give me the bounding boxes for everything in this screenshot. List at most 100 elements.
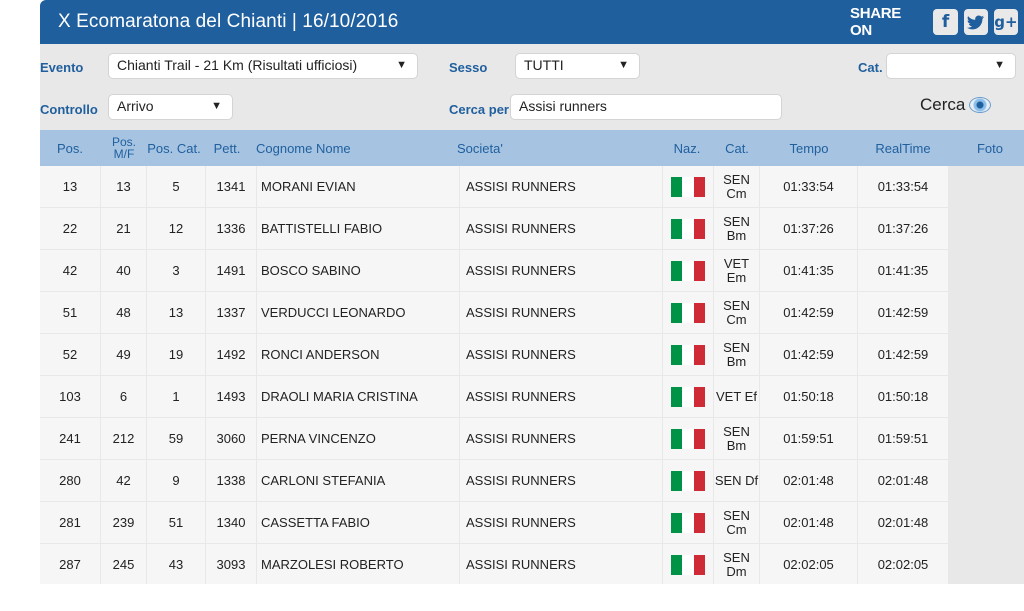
sesso-select[interactable]: TUTTI ▼ <box>515 53 640 79</box>
evento-label: Evento <box>40 60 84 75</box>
italy-flag-icon <box>663 292 713 333</box>
cell-pos: 103 <box>40 376 100 417</box>
cell-pos-mf: 21 <box>101 208 146 249</box>
cell-cat: SEN Df <box>714 460 759 501</box>
cell-pos-mf: 245 <box>101 544 146 585</box>
cell-societa: ASSISI RUNNERS <box>460 208 662 249</box>
table-row[interactable]: 241 212 59 3060 PERNA VINCENZO ASSISI RUNNERS… <box>40 418 948 460</box>
cell-nome: VERDUCCI LEONARDO <box>257 292 459 333</box>
table-row[interactable]: 280 42 9 1338 CARLONI STEFANIA ASSISI RUNNERS… <box>40 460 948 502</box>
filters-panel: Evento Chianti Trail - 21 Km (Risultati … <box>40 44 1024 130</box>
table-row[interactable]: 13 13 5 1341 MORANI EVIAN ASSISI RUNNERS SEN C… <box>40 166 948 208</box>
header-realtime[interactable]: RealTime <box>875 140 931 156</box>
cell-societa: ASSISI RUNNERS <box>460 166 662 207</box>
italy-flag-icon <box>663 502 713 543</box>
share-bar: SHARE ON f g+ <box>850 0 1024 44</box>
cell-nome: MORANI EVIAN <box>257 166 459 207</box>
header-naz[interactable]: Naz. <box>673 140 701 156</box>
chevron-down-icon: ▼ <box>211 100 222 112</box>
cell-nome: CARLONI STEFANIA <box>257 460 459 501</box>
cell-pett: 1338 <box>206 460 256 501</box>
controllo-label: Controllo <box>40 102 98 117</box>
cell-pos-mf: 239 <box>101 502 146 543</box>
cell-pett: 1493 <box>206 376 256 417</box>
cell-cat: SEN Dm <box>714 544 759 585</box>
italy-flag-icon <box>663 544 713 585</box>
cell-realtime: 01:42:59 <box>858 334 948 375</box>
cell-pos-cat: 59 <box>147 418 205 459</box>
cell-pos-cat: 43 <box>147 544 205 585</box>
table-row[interactable]: 103 6 1 1493 DRAOLI MARIA CRISTINA ASSISI RUN… <box>40 376 948 418</box>
cell-pos: 42 <box>40 250 100 291</box>
eye-icon <box>969 97 992 113</box>
cell-realtime: 01:33:54 <box>858 166 948 207</box>
evento-value: Chianti Trail - 21 Km (Risultati ufficio… <box>117 57 358 73</box>
cell-realtime: 02:02:05 <box>858 544 948 585</box>
cell-pos-cat: 1 <box>147 376 205 417</box>
cell-pos: 287 <box>40 544 100 585</box>
search-input[interactable]: Assisi runners <box>510 94 782 120</box>
cell-nome: BATTISTELLI FABIO <box>257 208 459 249</box>
italy-flag-icon <box>663 376 713 417</box>
cell-cat: SEN Cm <box>714 166 759 207</box>
cell-pos: 281 <box>40 502 100 543</box>
cell-societa: ASSISI RUNNERS <box>460 334 662 375</box>
facebook-icon[interactable]: f <box>933 9 958 35</box>
cell-pos-cat: 19 <box>147 334 205 375</box>
cell-pos-mf: 212 <box>101 418 146 459</box>
table-row[interactable]: 42 40 3 1491 BOSCO SABINO ASSISI RUNNERS VET E… <box>40 250 948 292</box>
search-input-value: Assisi runners <box>519 98 607 114</box>
cell-societa: ASSISI RUNNERS <box>460 502 662 543</box>
header-tempo[interactable]: Tempo <box>789 140 829 156</box>
cell-tempo: 01:41:35 <box>760 250 857 291</box>
cell-pos-cat: 9 <box>147 460 205 501</box>
cell-nome: RONCI ANDERSON <box>257 334 459 375</box>
table-row[interactable]: 287 245 43 3093 MARZOLESI ROBERTO ASSISI RUNN… <box>40 544 948 586</box>
cell-pett: 1491 <box>206 250 256 291</box>
header-pos-cat[interactable]: Pos. Cat. <box>147 140 201 156</box>
google-plus-icon[interactable]: g+ <box>993 9 1018 35</box>
cell-tempo: 01:59:51 <box>760 418 857 459</box>
twitter-icon[interactable] <box>963 9 988 35</box>
table-header: Pos. Pos. M/F Pos. Cat. Pett. Cognome No… <box>40 130 1024 166</box>
sesso-value: TUTTI <box>524 57 564 73</box>
table-row[interactable]: 52 49 19 1492 RONCI ANDERSON ASSISI RUNNERS SE… <box>40 334 948 376</box>
cell-pett: 1337 <box>206 292 256 333</box>
header-foto[interactable]: Foto <box>976 140 1003 156</box>
header-pos-mf[interactable]: Pos. M/F <box>111 135 136 161</box>
cell-pos-mf: 42 <box>101 460 146 501</box>
cerca-button[interactable]: Cerca <box>920 95 992 115</box>
cell-societa: ASSISI RUNNERS <box>460 250 662 291</box>
chevron-down-icon: ▼ <box>618 59 629 71</box>
cell-cat: SEN Cm <box>714 502 759 543</box>
cell-tempo: 02:01:48 <box>760 502 857 543</box>
cell-pos-cat: 51 <box>147 502 205 543</box>
cell-nome: BOSCO SABINO <box>257 250 459 291</box>
cell-nome: MARZOLESI ROBERTO <box>257 544 459 585</box>
cell-societa: ASSISI RUNNERS <box>460 376 662 417</box>
cell-pett: 1492 <box>206 334 256 375</box>
header-pett[interactable]: Pett. <box>213 140 241 156</box>
cell-realtime: 01:50:18 <box>858 376 948 417</box>
cell-realtime: 01:41:35 <box>858 250 948 291</box>
evento-select[interactable]: Chianti Trail - 21 Km (Risultati ufficio… <box>108 53 418 79</box>
cat-select[interactable]: ▼ <box>886 53 1016 79</box>
header-pos[interactable]: Pos. <box>56 140 83 156</box>
cat-label: Cat. <box>858 60 883 75</box>
header-societa[interactable]: Societa' <box>457 140 503 156</box>
cell-tempo: 01:33:54 <box>760 166 857 207</box>
footer-gap <box>40 584 1024 611</box>
cell-cat: VET Em <box>714 250 759 291</box>
cell-tempo: 02:01:48 <box>760 460 857 501</box>
chevron-down-icon: ▼ <box>994 59 1005 71</box>
header-cat[interactable]: Cat. <box>725 140 749 156</box>
table-row[interactable]: 22 21 12 1336 BATTISTELLI FABIO ASSISI RUNNER… <box>40 208 948 250</box>
table-row[interactable]: 281 239 51 1340 CASSETTA FABIO ASSISI RUNNERS… <box>40 502 948 544</box>
cerca-per-label: Cerca per <box>449 102 509 117</box>
header-nome[interactable]: Cognome Nome <box>256 140 351 156</box>
controllo-select[interactable]: Arrivo ▼ <box>108 94 233 120</box>
cell-pos-cat: 12 <box>147 208 205 249</box>
table-row[interactable]: 51 48 13 1337 VERDUCCI LEONARDO ASSISI RUNNER… <box>40 292 948 334</box>
cell-nome: PERNA VINCENZO <box>257 418 459 459</box>
cell-pos-mf: 49 <box>101 334 146 375</box>
